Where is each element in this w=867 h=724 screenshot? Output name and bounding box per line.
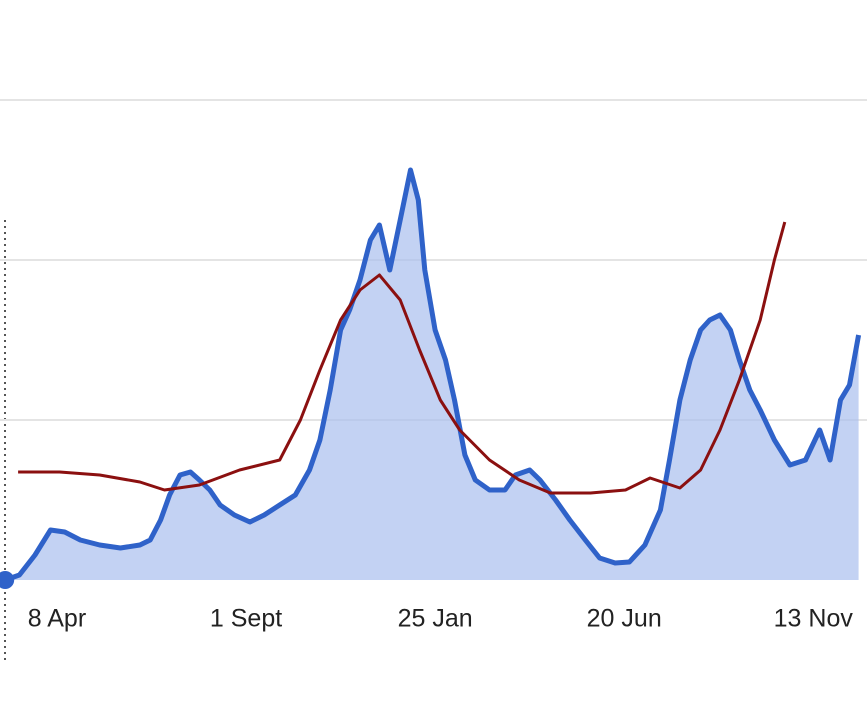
line [4, 167, 862, 583]
x-tick-label: 20 Jun [587, 605, 662, 633]
x-tick-label: 1 Sept [210, 605, 282, 633]
line [18, 221, 787, 495]
x-tick-label: 8 Apr [28, 605, 86, 633]
x-tick-label: 13 Nov [774, 605, 854, 633]
start-point [0, 571, 15, 589]
x-tick-label: 25 Jan [398, 605, 473, 633]
area [5, 170, 859, 580]
